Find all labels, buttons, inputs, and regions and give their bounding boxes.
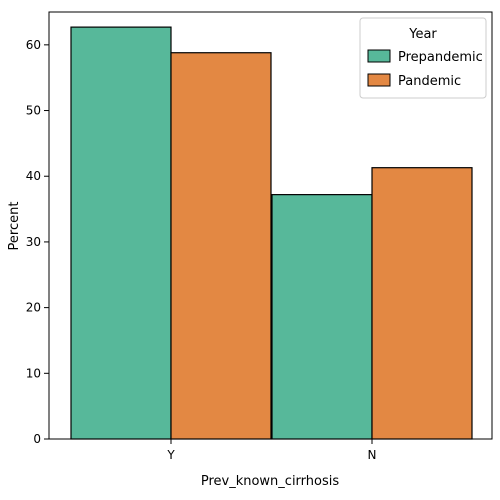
- bar-prepandemic-y: [70, 26, 172, 440]
- y-tick-label: 60: [26, 38, 41, 52]
- y-tick-label: 30: [26, 235, 41, 249]
- bar-prepandemic-n: [271, 194, 373, 440]
- legend-label-pandemic: Pandemic: [398, 74, 461, 89]
- bar-pandemic-y: [170, 52, 272, 440]
- y-tick-label: 20: [26, 301, 41, 315]
- legend-title: Year: [408, 27, 437, 42]
- y-axis: 0 10 20 30 40 50 60: [26, 38, 49, 446]
- x-tick-label: N: [368, 448, 377, 462]
- bars-group: [70, 26, 473, 440]
- legend-label-prepandemic: Prepandemic: [398, 50, 483, 65]
- legend-swatch-pandemic: [367, 73, 391, 87]
- legend-swatch-prepandemic: [367, 49, 391, 63]
- x-axis-label: Prev_known_cirrhosis: [201, 474, 340, 489]
- y-tick-label: 0: [33, 432, 41, 446]
- legend: Year Prepandemic Pandemic: [359, 17, 487, 99]
- bar-pandemic-n: [371, 167, 473, 440]
- legend-box: [359, 17, 487, 99]
- y-tick-label: 10: [26, 366, 41, 380]
- x-tick-label: Y: [166, 448, 175, 462]
- y-tick-label: 40: [26, 169, 41, 183]
- y-axis-label: Percent: [7, 202, 22, 251]
- y-tick-label: 50: [26, 104, 41, 118]
- plot-frame: [48, 11, 493, 440]
